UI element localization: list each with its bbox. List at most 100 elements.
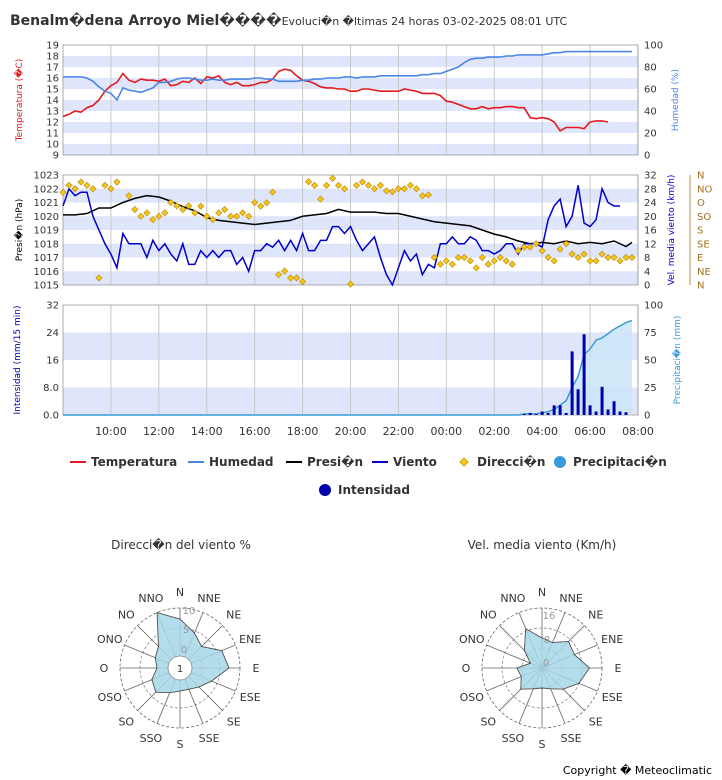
direction-point bbox=[556, 245, 564, 253]
y-axis-title-intensity: Intensidad (mm/15 min) bbox=[13, 306, 23, 415]
intensity-bar bbox=[624, 412, 628, 415]
direction-point bbox=[179, 205, 187, 214]
y-tick-label: 19 bbox=[46, 41, 59, 52]
legend-item: Viento bbox=[372, 455, 437, 469]
direction-point bbox=[328, 174, 337, 182]
legend-circle-symbol bbox=[554, 456, 566, 468]
y-tick-label: 14 bbox=[46, 96, 59, 107]
legend-item: Temperatura bbox=[70, 455, 177, 469]
charts-canvas: 910111213141516171819020406080100Tempera… bbox=[13, 41, 712, 752]
direction-point bbox=[281, 267, 289, 275]
y2-tick-label: 50 bbox=[644, 356, 657, 367]
rose-center bbox=[167, 655, 193, 681]
direction-point bbox=[203, 212, 211, 220]
y-axis-title-precipitation: Precipitaci�n (mm) bbox=[671, 316, 683, 405]
direction-point bbox=[257, 202, 265, 210]
direction-point bbox=[532, 240, 540, 248]
y-tick-label: 0.0 bbox=[43, 411, 59, 422]
rose-direction-label: O bbox=[100, 662, 109, 675]
y-axis-title-temperature: Temperatura (�C) bbox=[13, 59, 25, 143]
direction-point bbox=[622, 253, 630, 262]
copyright: Copyright � Meteoclimatic bbox=[562, 764, 712, 777]
y2-tick-label: 40 bbox=[644, 107, 657, 118]
direction-point bbox=[340, 185, 349, 193]
rose-direction-label: NO bbox=[480, 608, 497, 621]
y-tick-label: 1015 bbox=[34, 281, 59, 292]
rose-direction-label: NNO bbox=[500, 592, 525, 605]
rose-direction-label: N bbox=[176, 586, 184, 599]
rose-ring-label: 10 bbox=[183, 606, 196, 617]
legend-item: Humedad bbox=[188, 455, 274, 469]
direction-tick-label: N bbox=[697, 281, 704, 292]
direction-point bbox=[275, 271, 283, 279]
direction-point bbox=[167, 198, 175, 207]
legend-diamond-symbol bbox=[459, 457, 469, 467]
rose-direction-label: O bbox=[462, 662, 471, 675]
direction-point bbox=[526, 243, 534, 251]
direction-point bbox=[215, 209, 223, 217]
page-header: Benalm�dena Arroyo Miel����Evoluci�n �lt… bbox=[10, 10, 567, 29]
direction-point bbox=[412, 185, 420, 193]
rose-ring-label: 0 bbox=[543, 658, 549, 669]
y2-tick-label: 12 bbox=[644, 239, 657, 250]
y2-tick-label: 20 bbox=[644, 129, 657, 140]
y-tick-label: 17 bbox=[46, 63, 59, 74]
intensity-bar bbox=[534, 413, 538, 415]
direction-tick-label: SE bbox=[697, 239, 710, 250]
rose-title: Direcci�n del viento % bbox=[111, 538, 251, 552]
y-tick-label: 1018 bbox=[34, 239, 59, 250]
y-tick-label: 12 bbox=[46, 118, 59, 129]
y2-tick-label: 28 bbox=[644, 184, 657, 195]
direction-point bbox=[394, 185, 402, 193]
intensity-bar bbox=[576, 389, 580, 415]
rose-title: Vel. media viento (Km/h) bbox=[468, 538, 617, 552]
direction-point bbox=[550, 257, 558, 265]
intensity-bar bbox=[588, 405, 592, 415]
y-tick-label: 13 bbox=[46, 107, 59, 118]
legend-item: Presi�n bbox=[286, 454, 363, 469]
x-tick-label: 18:00 bbox=[287, 425, 319, 438]
wind-line bbox=[62, 185, 621, 287]
direction-point bbox=[191, 209, 199, 217]
legend-label: Presi�n bbox=[307, 454, 363, 469]
direction-point bbox=[251, 198, 259, 207]
rose-ring-label: 1 bbox=[177, 664, 183, 675]
intensity-bar bbox=[546, 412, 550, 415]
direction-point bbox=[77, 178, 85, 186]
plot-frame bbox=[62, 44, 639, 156]
direction-point bbox=[149, 216, 157, 224]
y2-tick-label: 4 bbox=[644, 267, 650, 278]
rose-direction-label: NNE bbox=[197, 592, 220, 605]
direction-point bbox=[352, 181, 361, 189]
y2-tick-label: 24 bbox=[644, 198, 657, 209]
y-tick-label: 15 bbox=[46, 85, 59, 96]
direction-point bbox=[209, 216, 217, 224]
direction-point bbox=[472, 264, 480, 272]
direction-point bbox=[424, 191, 432, 199]
y-tick-label: 18 bbox=[46, 52, 59, 63]
intensity-bar bbox=[606, 409, 610, 415]
temperature-line bbox=[62, 68, 609, 132]
y-tick-label: 16 bbox=[46, 74, 59, 85]
direction-point bbox=[95, 274, 103, 282]
legend-label: Humedad bbox=[209, 455, 274, 469]
direction-point bbox=[616, 257, 624, 265]
direction-point bbox=[155, 212, 163, 220]
y2-tick-label: 100 bbox=[644, 41, 663, 52]
direction-point bbox=[544, 253, 552, 262]
direction-point bbox=[442, 257, 450, 265]
direction-tick-label: E bbox=[697, 253, 703, 264]
direction-point bbox=[358, 178, 367, 186]
direction-point bbox=[580, 250, 588, 258]
wind_direction_rose: Direcci�n del viento % N NNE NE ENE E ESE SE SSE… bbox=[97, 538, 261, 751]
x-tick-label: 04:00 bbox=[526, 425, 558, 438]
direction-point bbox=[604, 253, 612, 262]
intensity-bar bbox=[570, 351, 574, 415]
page-subtitle: Evoluci�n �ltimas 24 horas 03-02-2025 08… bbox=[281, 15, 568, 28]
direction-point bbox=[107, 185, 115, 193]
direction-point bbox=[400, 185, 408, 193]
direction-point bbox=[65, 181, 73, 189]
rose-direction-label: OSO bbox=[98, 691, 123, 704]
direction-point bbox=[478, 253, 486, 262]
legend-circle-symbol bbox=[319, 484, 331, 496]
